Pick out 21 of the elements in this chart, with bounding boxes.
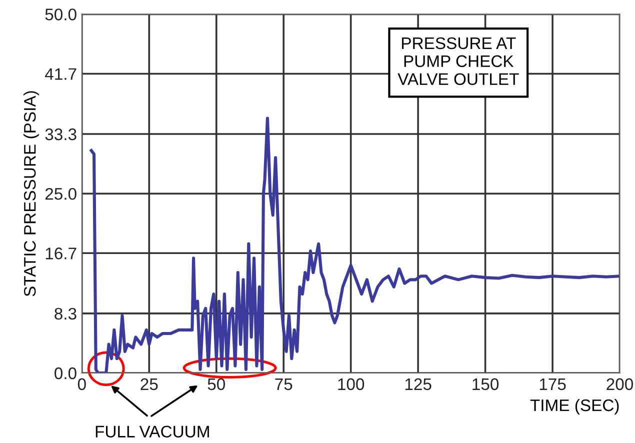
y-axis-title: STATIC PRESSURE (PSIA): [24, 91, 40, 296]
x-tick-label: 25: [140, 378, 158, 390]
x-tick-label: 150: [472, 378, 499, 390]
y-tick-label: 0.0: [54, 367, 76, 380]
y-tick-label: 25.0: [45, 188, 76, 200]
x-tick-label: 175: [540, 378, 566, 390]
annotation: PRESSURE AT PUMP CHECK VALVE OUTLET: [398, 37, 519, 86]
y-tick-label: 50.0: [45, 8, 76, 20]
x-axis-title: TIME (SEC): [530, 398, 619, 414]
x-tick-label: 75: [275, 378, 292, 390]
y-tick-label: 41.7: [45, 68, 76, 80]
x-tick-label: 50: [208, 378, 225, 390]
line-series: [90, 116, 620, 374]
text: FULL VACUUM: [96, 426, 209, 438]
y-tick-label: 16.7: [46, 248, 76, 260]
x-tick-label: 0: [78, 378, 86, 390]
y-tick-label: 8.3: [54, 308, 76, 320]
y-tick-label: 33.3: [45, 128, 76, 140]
x-tick-label: 125: [405, 378, 432, 390]
x-tick-label: 200: [606, 378, 634, 390]
x-tick-label: 100: [338, 378, 364, 390]
